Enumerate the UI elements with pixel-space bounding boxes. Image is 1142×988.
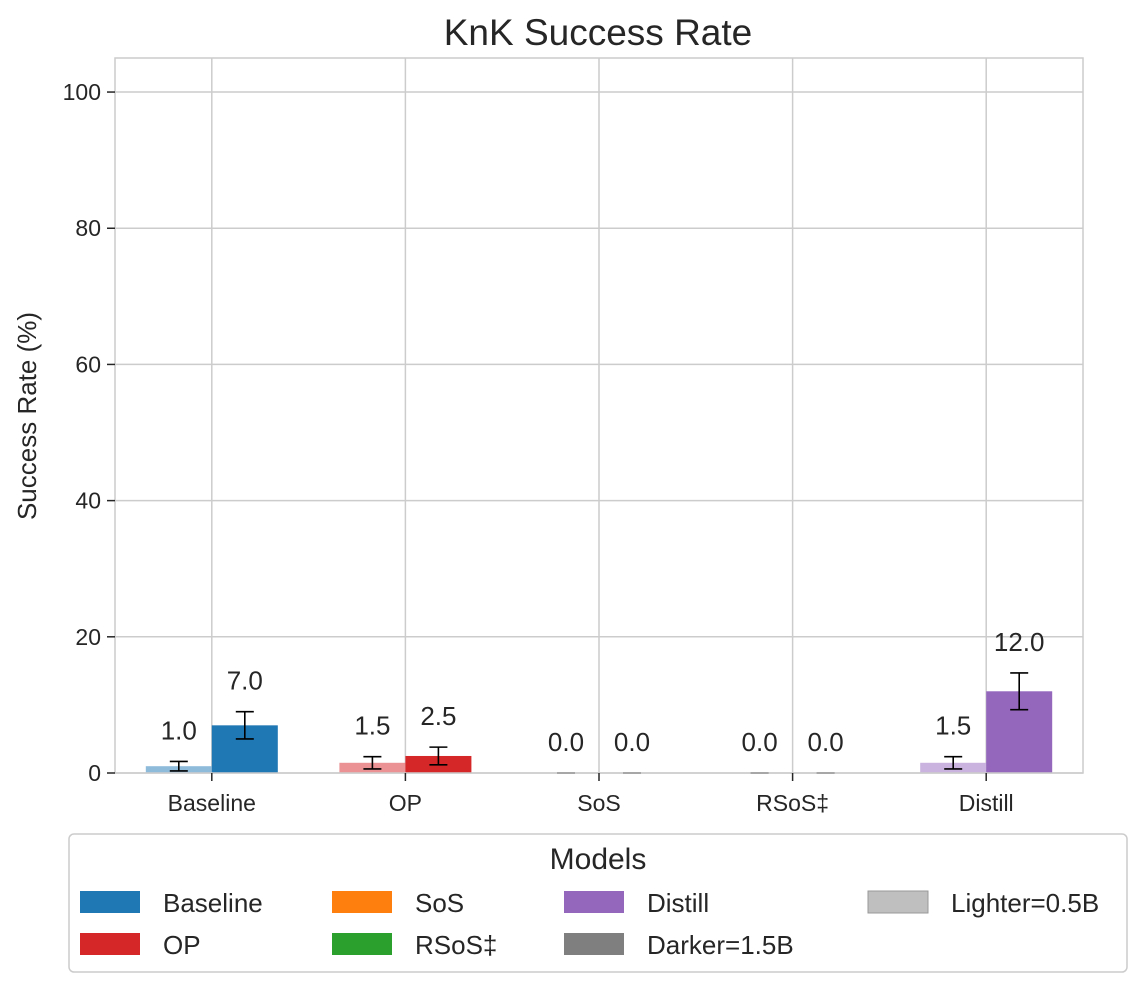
value-labels: 1.0 1.5 0.0 0.0 1.5 7.0 2.5 0.0 0.0 12.0 <box>161 627 1045 757</box>
legend-label: Distill <box>647 888 709 918</box>
value-label: 2.5 <box>420 701 456 731</box>
legend-label: Darker=1.5B <box>647 930 794 960</box>
value-label: 1.5 <box>935 711 971 741</box>
value-label: 0.0 <box>808 727 844 757</box>
legend-swatch <box>564 891 624 913</box>
x-ticks: Baseline OP SoS RSoS‡ Distill <box>168 773 1014 816</box>
y-tick-label: 80 <box>75 215 101 241</box>
value-label: 0.0 <box>742 727 778 757</box>
y-tick-label: 40 <box>75 488 101 514</box>
value-label: 12.0 <box>994 627 1045 657</box>
x-tick-label: OP <box>389 790 422 816</box>
value-label: 7.0 <box>227 666 263 696</box>
y-tick-label: 60 <box>75 351 101 377</box>
x-tick-label: Distill <box>959 790 1014 816</box>
legend-label: SoS <box>415 888 464 918</box>
legend-label: Baseline <box>163 888 263 918</box>
legend-title: Models <box>550 843 647 876</box>
value-label: 0.0 <box>548 727 584 757</box>
legend-label: OP <box>163 930 201 960</box>
value-label: 1.0 <box>161 715 197 745</box>
legend-swatch <box>332 891 392 913</box>
legend-swatch <box>867 890 929 914</box>
chart-title: KnK Success Rate <box>444 12 752 53</box>
legend: Models Baseline OP SoS RSoS‡ Distill Darker=1… <box>68 833 1128 973</box>
y-tick-label: 0 <box>88 760 101 786</box>
legend-swatch <box>564 933 624 955</box>
legend-label: Lighter=0.5B <box>951 888 1099 918</box>
y-ticks: 0 20 40 60 80 100 <box>63 79 115 786</box>
legend-label: RSoS‡ <box>415 930 497 960</box>
grid <box>115 58 1083 774</box>
value-label: 0.0 <box>614 727 650 757</box>
x-tick-label: RSoS‡ <box>756 790 829 816</box>
x-tick-label: Baseline <box>168 790 256 816</box>
x-tick-label: SoS <box>577 790 620 816</box>
y-tick-label: 100 <box>63 79 101 105</box>
y-tick-label: 20 <box>75 624 101 650</box>
value-label: 1.5 <box>354 711 390 741</box>
y-axis-label: Success Rate (%) <box>12 312 42 520</box>
legend-swatch <box>332 933 392 955</box>
legend-swatch <box>80 891 140 913</box>
legend-swatch <box>80 933 140 955</box>
